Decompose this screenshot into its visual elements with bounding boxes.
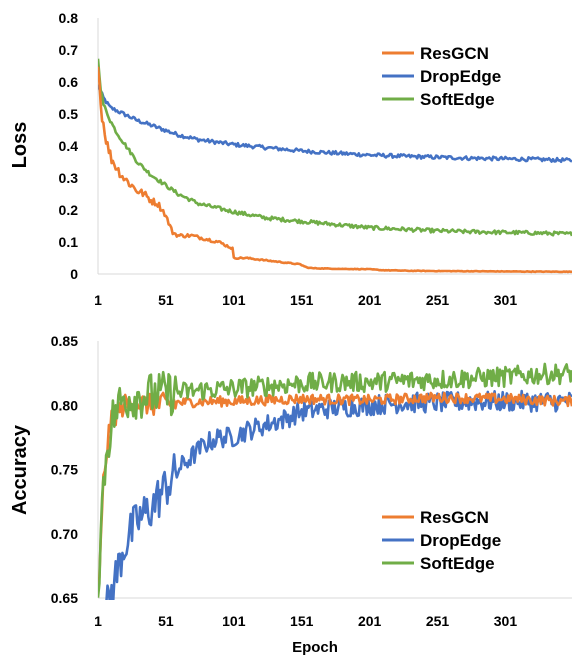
x-tick-label: 301 (494, 613, 518, 629)
series-line-softedge (98, 362, 572, 598)
y-tick-label: 0.80 (51, 397, 78, 413)
x-tick-label: 251 (426, 613, 450, 629)
loss-chart: 00.10.20.30.40.50.60.70.81 51 101 151 201 251… (9, 10, 572, 308)
legend-label-dropedge: DropEdge (420, 531, 501, 550)
x-tick-label: 251 (426, 292, 450, 308)
x-tick-label: 151 (290, 292, 314, 308)
y-axis-label: Loss (9, 122, 31, 169)
y-tick-label: 0.70 (51, 526, 78, 542)
x-tick-label: 1 (94, 292, 102, 308)
x-tick-label: 51 (158, 292, 174, 308)
series-line-resgcn (98, 391, 572, 592)
y-tick-label: 0.3 (59, 170, 79, 186)
x-tick-label: 201 (358, 613, 382, 629)
legend-label-resgcn: ResGCN (420, 508, 489, 527)
y-tick-label: 0.75 (51, 462, 78, 478)
legend-label-softedge: SoftEdge (420, 90, 495, 109)
legend-label-dropedge: DropEdge (420, 67, 501, 86)
x-tick-label: 51 (158, 613, 174, 629)
y-tick-label: 0.4 (59, 138, 79, 154)
x-tick-label: 101 (222, 613, 246, 629)
y-axis-label: Accuracy (9, 424, 31, 515)
y-tick-label: 0.2 (59, 202, 79, 218)
y-tick-label: 0.85 (51, 333, 78, 349)
series-line-dropedge (105, 389, 572, 600)
x-tick-label: 201 (358, 292, 382, 308)
series-line-resgcn (98, 66, 572, 274)
y-tick-label: 0.8 (59, 10, 79, 26)
y-tick-label: 0.7 (59, 42, 79, 58)
series-line-dropedge (98, 84, 572, 164)
legend-label-resgcn: ResGCN (420, 44, 489, 63)
x-tick-label: 101 (222, 292, 246, 308)
series-line-softedge (98, 58, 572, 237)
legend-label-softedge: SoftEdge (420, 554, 495, 573)
x-axis-label: Epoch (292, 639, 338, 656)
y-tick-label: 0.1 (59, 234, 79, 250)
x-tick-label: 1 (94, 613, 102, 629)
y-tick-label: 0.5 (59, 106, 79, 122)
y-tick-label: 0 (70, 266, 78, 282)
y-tick-label: 0.65 (51, 590, 78, 606)
x-tick-label: 301 (494, 292, 518, 308)
x-tick-label: 151 (290, 613, 314, 629)
y-tick-label: 0.6 (59, 74, 79, 90)
accuracy-chart: 0.650.700.750.800.851 51 101 151 201 251 301Ac… (9, 333, 572, 656)
